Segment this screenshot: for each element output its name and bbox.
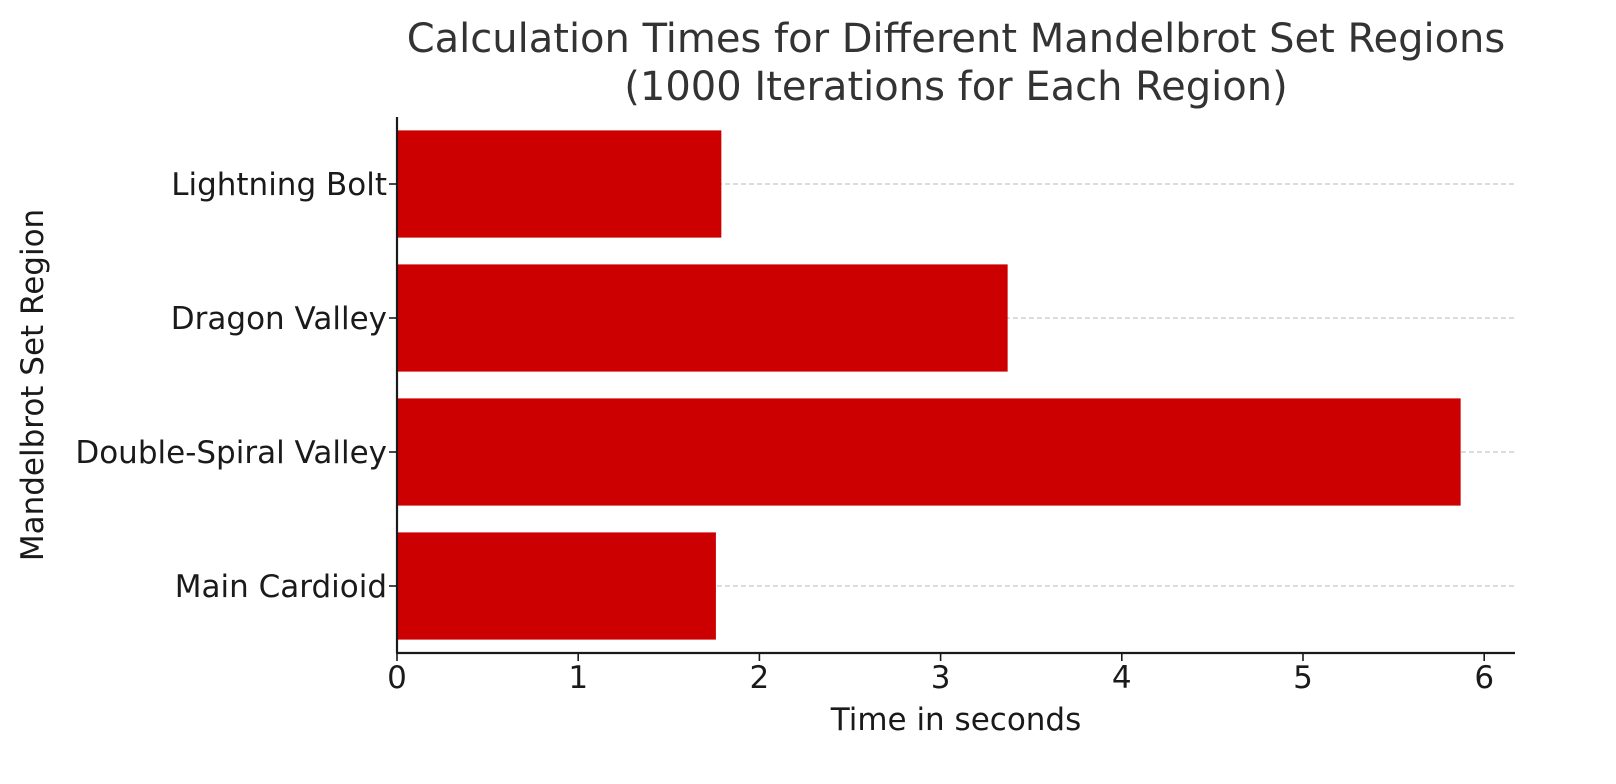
gridlines	[397, 183, 1515, 587]
bars	[397, 130, 1461, 640]
x-axis-label: Time in seconds	[830, 702, 1082, 738]
y-tick-label: Dragon Valley	[171, 301, 387, 337]
bar-double-spiral-valley	[397, 398, 1461, 506]
x-tick-label: 5	[1293, 660, 1313, 696]
y-axis-label: Mandelbrot Set Region	[15, 209, 51, 561]
axes	[395, 117, 1515, 655]
x-tick-label: 0	[387, 660, 407, 696]
x-tick-label: 4	[1112, 660, 1132, 696]
chart-title-line: Calculation Times for Different Mandelbr…	[407, 16, 1506, 62]
y-tick-labels: Main Cardioid Double-Spiral Valley Dragon …	[75, 167, 397, 605]
x-tick-labels: 0 1 2 3 4 5 6	[387, 653, 1494, 696]
y-tick-label: Double-Spiral Valley	[75, 435, 387, 471]
chart-title-line: (1000 Iterations for Each Region)	[624, 64, 1287, 110]
chart-title: Calculation Times for Different Mandelbr…	[407, 16, 1506, 110]
bar-dragon-valley	[397, 264, 1008, 372]
y-tick-label: Lightning Bolt	[171, 167, 387, 203]
bar-lightning-bolt	[397, 130, 722, 238]
bar-main-cardioid	[397, 532, 716, 640]
x-tick-label: 1	[568, 660, 588, 696]
x-tick-label: 2	[750, 660, 770, 696]
x-tick-label: 6	[1474, 660, 1494, 696]
y-tick-label: Main Cardioid	[175, 569, 387, 605]
x-tick-label: 3	[931, 660, 951, 696]
